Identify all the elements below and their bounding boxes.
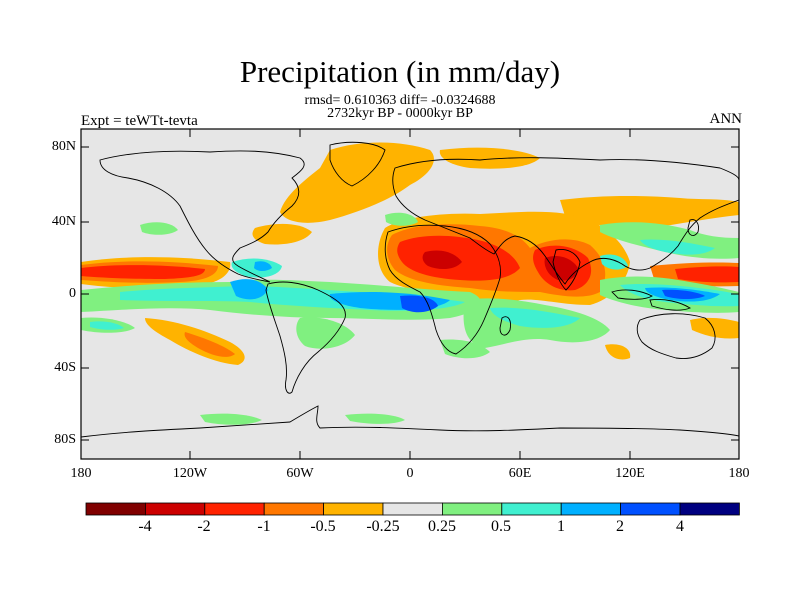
anomaly-region [422, 250, 462, 270]
anomaly-region [385, 212, 418, 226]
anomaly-region [140, 222, 178, 235]
season-label: ANN [709, 111, 743, 127]
anomaly-region [440, 339, 490, 359]
colorbar-label: 2 [616, 518, 624, 535]
colorbar-swatch [620, 502, 681, 516]
lon-label-120e: 120E [615, 466, 645, 481]
colorbar-label: -0.5 [310, 518, 336, 535]
lat-label-40s: 40S [54, 360, 76, 375]
colorbar-swatch [560, 502, 622, 516]
lat-label-40n: 40N [51, 214, 76, 229]
anomaly-region [605, 344, 631, 360]
colorbar-label: -0.25 [366, 518, 400, 535]
colorbar-swatch [679, 502, 740, 516]
axis-ticks [81, 129, 739, 459]
colorbar-swatch [382, 502, 443, 516]
colorbar-label: 0.25 [428, 518, 456, 535]
lon-label-60w: 60W [286, 466, 314, 481]
anomaly-region [662, 289, 705, 299]
colorbar-label: 1 [557, 518, 565, 535]
lon-label-120w: 120W [172, 466, 208, 481]
anomaly-region [675, 266, 739, 283]
anomaly-region [230, 279, 268, 300]
anomaly-region [345, 413, 405, 424]
coastlines [81, 141, 739, 438]
anomaly-region [200, 413, 262, 425]
lon-label-60e: 60E [508, 466, 532, 481]
colorbar-swatch [263, 502, 325, 516]
experiment-label: Expt = teWTt-tevta [81, 113, 198, 129]
anomaly-region [254, 261, 272, 271]
colorbar-swatch [204, 502, 265, 516]
anomaly-region [296, 317, 355, 349]
colorbar-swatch [501, 502, 562, 516]
period-line: 2732kyr BP - 0000kyr BP [327, 106, 473, 121]
anomaly-region [252, 223, 312, 245]
colorbar-swatch [85, 502, 146, 516]
colorbar-swatch [144, 502, 206, 516]
anomaly-region [280, 142, 434, 223]
lat-label-80s: 80S [54, 432, 76, 447]
colorbar-label: -1 [257, 518, 271, 535]
anomaly-region [490, 307, 580, 328]
anomaly-region [400, 295, 438, 313]
colorbar-swatch [323, 502, 384, 516]
lat-label-80n: 80N [51, 139, 76, 154]
colorbar-label: -2 [197, 518, 211, 535]
anomaly-region [81, 265, 205, 279]
anomaly-region [439, 147, 540, 169]
lon-label-180e: 180 [728, 466, 750, 481]
anomaly-region [90, 321, 124, 330]
colorbar-swatch [441, 502, 503, 516]
chart-title: Precipitation (in mm/day) [239, 54, 561, 89]
stats-line: rmsd= 0.610363 diff= -0.0324688 [304, 93, 496, 108]
anomaly-region [184, 332, 235, 357]
lat-label-0: 0 [69, 286, 76, 301]
anomaly-region [690, 317, 739, 339]
colorbar [85, 502, 740, 516]
colorbar-label: 4 [676, 518, 684, 535]
lon-label-0: 0 [406, 466, 414, 481]
lon-label-180w: 180 [70, 466, 92, 481]
precip-anomaly-field [81, 142, 739, 425]
colorbar-label: 0.5 [491, 518, 511, 535]
colorbar-label: -4 [138, 518, 152, 535]
